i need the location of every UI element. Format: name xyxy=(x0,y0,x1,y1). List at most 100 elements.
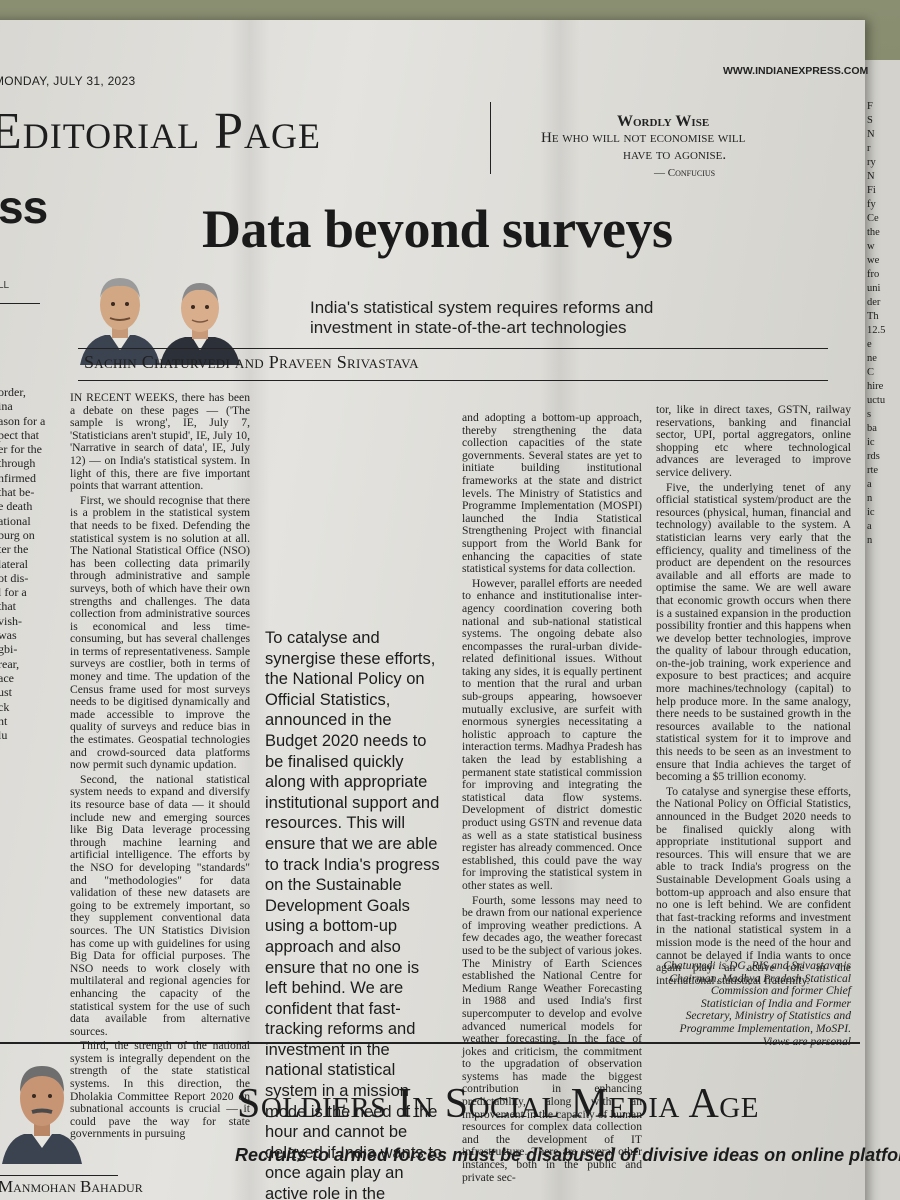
text-fragment-line: w xyxy=(867,241,875,252)
text-fragment-line: n xyxy=(867,493,873,504)
text-fragment-line: vish- xyxy=(0,613,22,628)
text-fragment-line: ace xyxy=(0,670,14,685)
text-fragment-line: lateral xyxy=(0,556,28,571)
text-fragment-line: uni xyxy=(867,283,881,294)
website-url: WWW.INDIANEXPRESS.COM xyxy=(723,65,869,77)
text-fragment-line: N xyxy=(867,129,875,140)
text-fragment-line: burg on xyxy=(0,527,35,542)
wordly-wise-label: Wordly Wise xyxy=(617,113,710,130)
text-fragment-line: Ce xyxy=(867,213,879,224)
article-paragraph: Third, the strength of the national syst… xyxy=(70,1039,250,1141)
text-fragment-line: Th xyxy=(867,311,879,322)
text-fragment-line: ba xyxy=(867,423,877,434)
left-rule xyxy=(0,303,40,304)
byline-rule xyxy=(0,1175,118,1176)
article-column-3: and adopting a bottom-up approach, there… xyxy=(462,411,642,1186)
text-fragment-line: F xyxy=(867,101,873,112)
bottom-article-headline: Soldiers In Social Media Age xyxy=(237,1081,759,1127)
text-fragment-line: C xyxy=(867,367,875,378)
text-fragment-line: that be- xyxy=(0,485,35,500)
text-fragment-line: a xyxy=(867,521,872,532)
text-fragment-line: rear, xyxy=(0,656,20,671)
text-fragment-line: l for a xyxy=(0,585,27,600)
article-paragraph: To catalyse and synergise these efforts,… xyxy=(656,784,851,987)
article-paragraph: However, parallel efforts are needed to … xyxy=(462,576,642,892)
article-column-4: tor, like in direct taxes, GSTN, railway… xyxy=(656,403,851,989)
text-fragment-line: ina xyxy=(0,399,13,414)
article-paragraph: Second, the national statistical system … xyxy=(70,772,250,1038)
text-fragment-line: ry xyxy=(867,157,876,168)
text-fragment-line: ason for a xyxy=(0,413,46,428)
text-fragment-line: Fi xyxy=(867,185,876,196)
left-article-headline-fragment: ss xyxy=(0,181,48,233)
page-date: MONDAY, JULY 31, 2023 xyxy=(0,74,136,88)
left-article-label-fragment: LL xyxy=(0,280,10,291)
article-headline: Data beyond surveys xyxy=(202,199,673,259)
byline-rule xyxy=(78,380,828,381)
text-fragment-line: S xyxy=(867,115,873,126)
author-portrait-bahadur xyxy=(2,1066,82,1164)
text-fragment-line: a xyxy=(867,479,872,490)
article-pullquote: To catalyse and synergise these efforts,… xyxy=(265,629,443,1200)
text-fragment-line: er for the xyxy=(0,442,42,457)
text-fragment-line: lu xyxy=(0,728,8,743)
text-fragment-line: nt xyxy=(0,713,8,728)
article-paragraph: Five, the underlying tenet of any offici… xyxy=(656,480,851,784)
text-fragment-line: s xyxy=(867,409,872,420)
wordly-wise-quote-1: He who will not economise will xyxy=(541,130,746,146)
text-fragment-line: der xyxy=(867,297,881,308)
author-portrait-srivastava xyxy=(160,283,240,365)
masthead-divider xyxy=(490,102,491,174)
author-note: Chaturvedi is DG, RIS and Srivastava is … xyxy=(663,959,851,1047)
text-fragment-line: ust xyxy=(0,685,13,700)
section-divider xyxy=(0,1042,860,1044)
wordly-wise-author: — Confucius xyxy=(654,167,716,179)
text-fragment-line: was xyxy=(0,628,17,643)
text-fragment-line: pect that xyxy=(0,427,39,442)
author-portrait-chaturvedi xyxy=(80,278,160,365)
article-paragraph: and adopting a bottom-up approach, there… xyxy=(462,411,642,576)
article-paragraph: First, we should recognise that there is… xyxy=(70,493,250,772)
text-fragment-line: order, xyxy=(0,385,26,399)
text-fragment-line: the xyxy=(867,227,880,238)
text-fragment-line: e death xyxy=(0,499,33,514)
article-column-1: IN RECENT WEEKS, there has been a debate… xyxy=(70,391,250,1143)
text-fragment-line: ic xyxy=(867,437,875,448)
article-paragraph: Fourth, some lessons may need to be draw… xyxy=(462,893,642,1184)
newspaper-page: MONDAY, JULY 31, 2023 WWW.INDIANEXPRESS.… xyxy=(0,20,900,1200)
article-subhead-1: India's statistical system requires refo… xyxy=(310,298,654,317)
article-paragraph: tor, like in direct taxes, GSTN, railway… xyxy=(656,403,851,479)
text-fragment-line: e xyxy=(867,339,872,350)
text-fragment-line: fy xyxy=(867,199,876,210)
byline-rule xyxy=(78,348,828,349)
text-fragment-line: rte xyxy=(867,465,879,476)
text-fragment-line: ck xyxy=(0,699,10,714)
text-fragment-line: ne xyxy=(867,353,877,364)
text-fragment-line: that xyxy=(0,599,16,614)
text-fragment-line: N xyxy=(867,171,875,182)
text-fragment-line: nfirmed xyxy=(0,470,36,485)
text-fragment-line: we xyxy=(867,255,880,266)
text-fragment-line: through xyxy=(0,456,36,471)
text-fragment-line: 12.5 xyxy=(867,325,886,336)
text-fragment-line: uctu xyxy=(867,395,886,406)
text-fragment-line: gbi- xyxy=(0,642,18,657)
text-fragment-line: ter the xyxy=(0,542,29,557)
article-subhead-2: investment in state-of-the-art technolog… xyxy=(310,318,627,337)
text-fragment-line: ot dis- xyxy=(0,570,29,585)
article-byline: Sachin Chaturvedi and Praveen Srivastava xyxy=(84,352,419,372)
text-fragment-line: r xyxy=(867,143,871,154)
bottom-article-subhead: Recruits to armed forces must be disabus… xyxy=(235,1145,900,1165)
text-fragment-line: ic xyxy=(867,507,875,518)
text-fragment-line: ational xyxy=(0,513,31,528)
text-fragment-line: n xyxy=(867,535,873,546)
text-fragment-line: hire xyxy=(867,381,884,392)
bottom-article-byline: Manmohan Bahadur xyxy=(0,1177,143,1196)
section-title: Editorial Page xyxy=(0,103,321,160)
wordly-wise-quote-2: have to agonise. xyxy=(623,147,727,163)
article-paragraph: IN RECENT WEEKS, there has been a debate… xyxy=(70,391,250,493)
